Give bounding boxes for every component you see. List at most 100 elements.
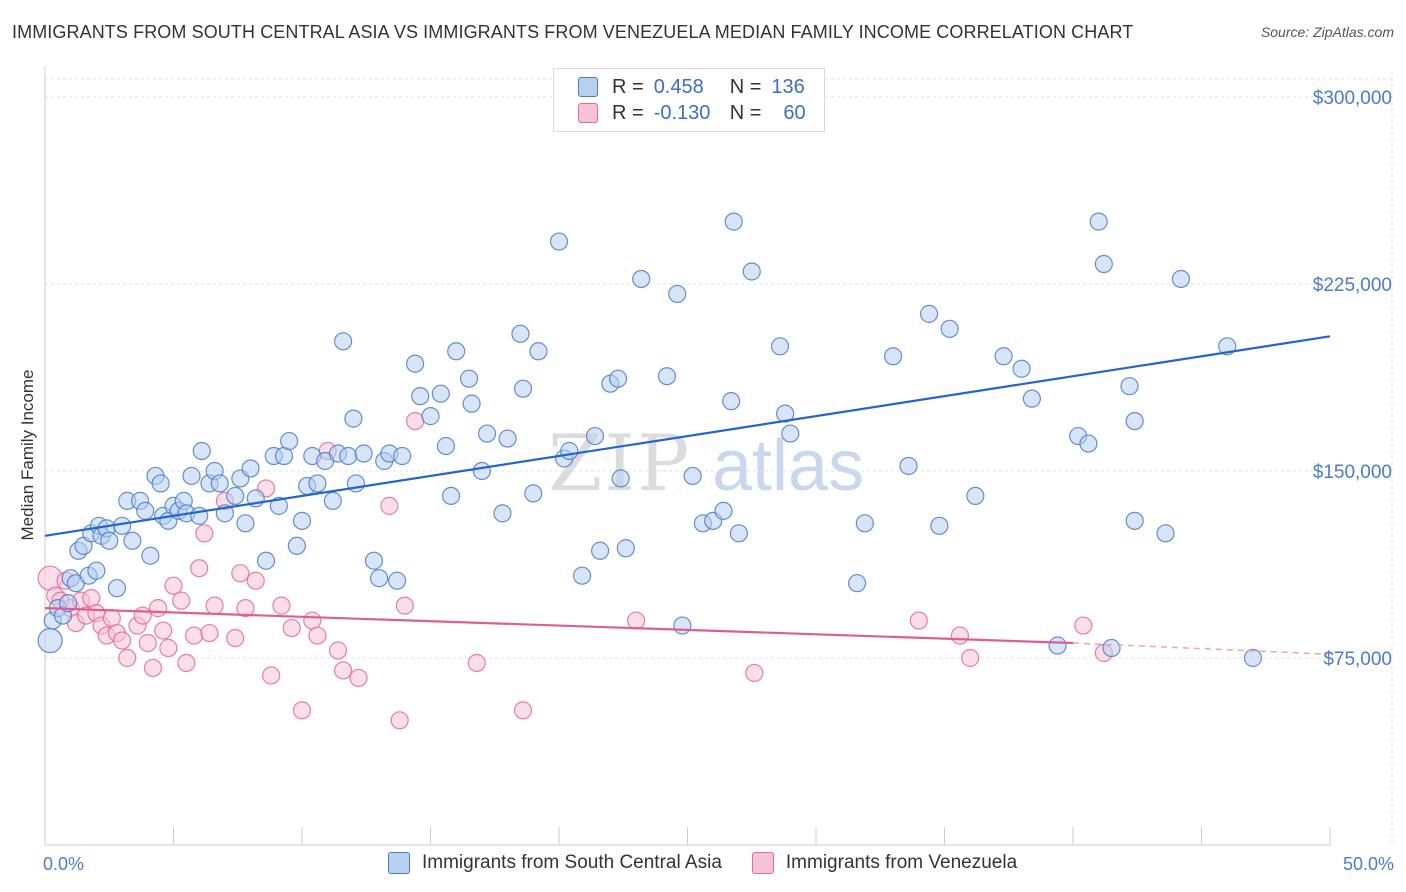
data-point [616,539,635,558]
data-point [431,384,450,403]
data-point [133,606,152,625]
data-point [498,429,517,448]
data-point [141,546,160,565]
data-point [745,663,764,683]
data-point [151,474,170,493]
data-point [1094,254,1113,274]
trend-lines [44,335,1331,655]
data-point [1048,636,1067,655]
trend-line-venezuela-extrapolated [1072,642,1331,655]
data-point [436,436,456,456]
x-tick-label: 0.0% [43,854,84,874]
data-point [994,347,1013,366]
x-tick-label: 50.0% [1343,854,1394,874]
data-point [673,616,692,635]
data-point [393,446,412,466]
chart-title: IMMIGRANTS FROM SOUTH CENTRAL ASIA VS IM… [12,22,1134,42]
data-point [529,342,548,361]
data-point [776,404,795,423]
data-point [585,426,605,446]
data-point [136,501,155,520]
data-point [256,551,276,570]
legend-r-value: -0.130 [653,101,711,124]
data-point [626,611,646,630]
data-point [292,701,312,720]
data-point [59,594,78,613]
y-tick-label: $75,000 [1323,649,1392,670]
legend-swatch-pink [751,852,774,874]
data-point [334,661,353,680]
data-point [390,711,409,730]
correlation-legend: R = 0.458 N = 136 R = -0.130 N = 60 [553,68,825,132]
data-point [182,466,201,486]
legend-n-label: N = [729,75,762,98]
data-point [349,668,368,688]
data-point [354,444,373,463]
data-point [950,626,970,645]
data-point [1125,411,1144,431]
data-point [118,648,137,668]
data-point [609,369,628,388]
data-point [308,474,327,493]
y-axis-label: Median Family Income [18,369,37,540]
data-point [770,337,790,356]
legend-label: Immigrants from South Central Asia [422,852,722,873]
data-point [226,486,245,506]
axes [44,66,1331,846]
data-point [714,501,733,520]
series-south-central-asia [37,212,1263,668]
data-point [292,511,312,530]
data-point [724,212,743,231]
data-point [148,599,168,618]
data-point [334,332,353,351]
data-point [287,536,306,555]
data-point [154,621,173,640]
legend-r-label: R = [612,101,644,124]
legend-row-blue: R = 0.458 N = 136 [578,75,805,99]
data-point [100,531,119,550]
data-point [107,579,127,598]
data-point [272,596,291,615]
data-point [246,571,265,590]
data-point [192,441,211,461]
legend-n-value: 60 [783,101,806,124]
legend-n-label: N = [729,101,762,124]
data-point [269,496,288,515]
data-point [848,574,867,593]
legend-item-south-central-asia: Immigrants from South Central Asia [388,852,722,874]
legend-label: Immigrants from Venezuela [785,852,1018,873]
legend-swatch-blue [578,77,598,97]
data-point [200,623,219,643]
data-point [549,232,569,251]
data-point [210,474,229,493]
data-point [1156,524,1175,543]
legend-row-pink: R = -0.130 N = 60 [578,101,806,125]
data-point [919,304,939,323]
tick-labels: $75,000 $150,000 $225,000 $300,000 0.0% 50.0% [43,88,1394,874]
legend-r-value: 0.458 [653,75,704,98]
watermark-zip: ZIP [548,419,692,509]
data-point [513,379,533,398]
grid [45,72,1393,845]
data-point [573,566,592,585]
data-point [632,269,651,289]
y-tick-label: $150,000 [1313,462,1392,483]
legend-swatch-blue [388,852,410,874]
data-point [683,466,702,486]
data-point [205,596,224,615]
data-point [190,559,209,578]
data-point [241,459,260,478]
data-point [459,369,479,388]
data-point [231,564,250,583]
data-point [899,456,918,476]
legend-item-venezuela: Immigrants from Venezuela [751,852,1018,874]
data-point [344,409,363,428]
data-point [411,387,430,406]
data-point [1012,359,1031,378]
data-point [493,504,512,523]
data-point [472,461,491,481]
data-point [966,486,985,506]
source-label: Source: ZipAtlas.com [1260,24,1394,40]
data-point [513,701,533,720]
data-point [323,491,342,510]
